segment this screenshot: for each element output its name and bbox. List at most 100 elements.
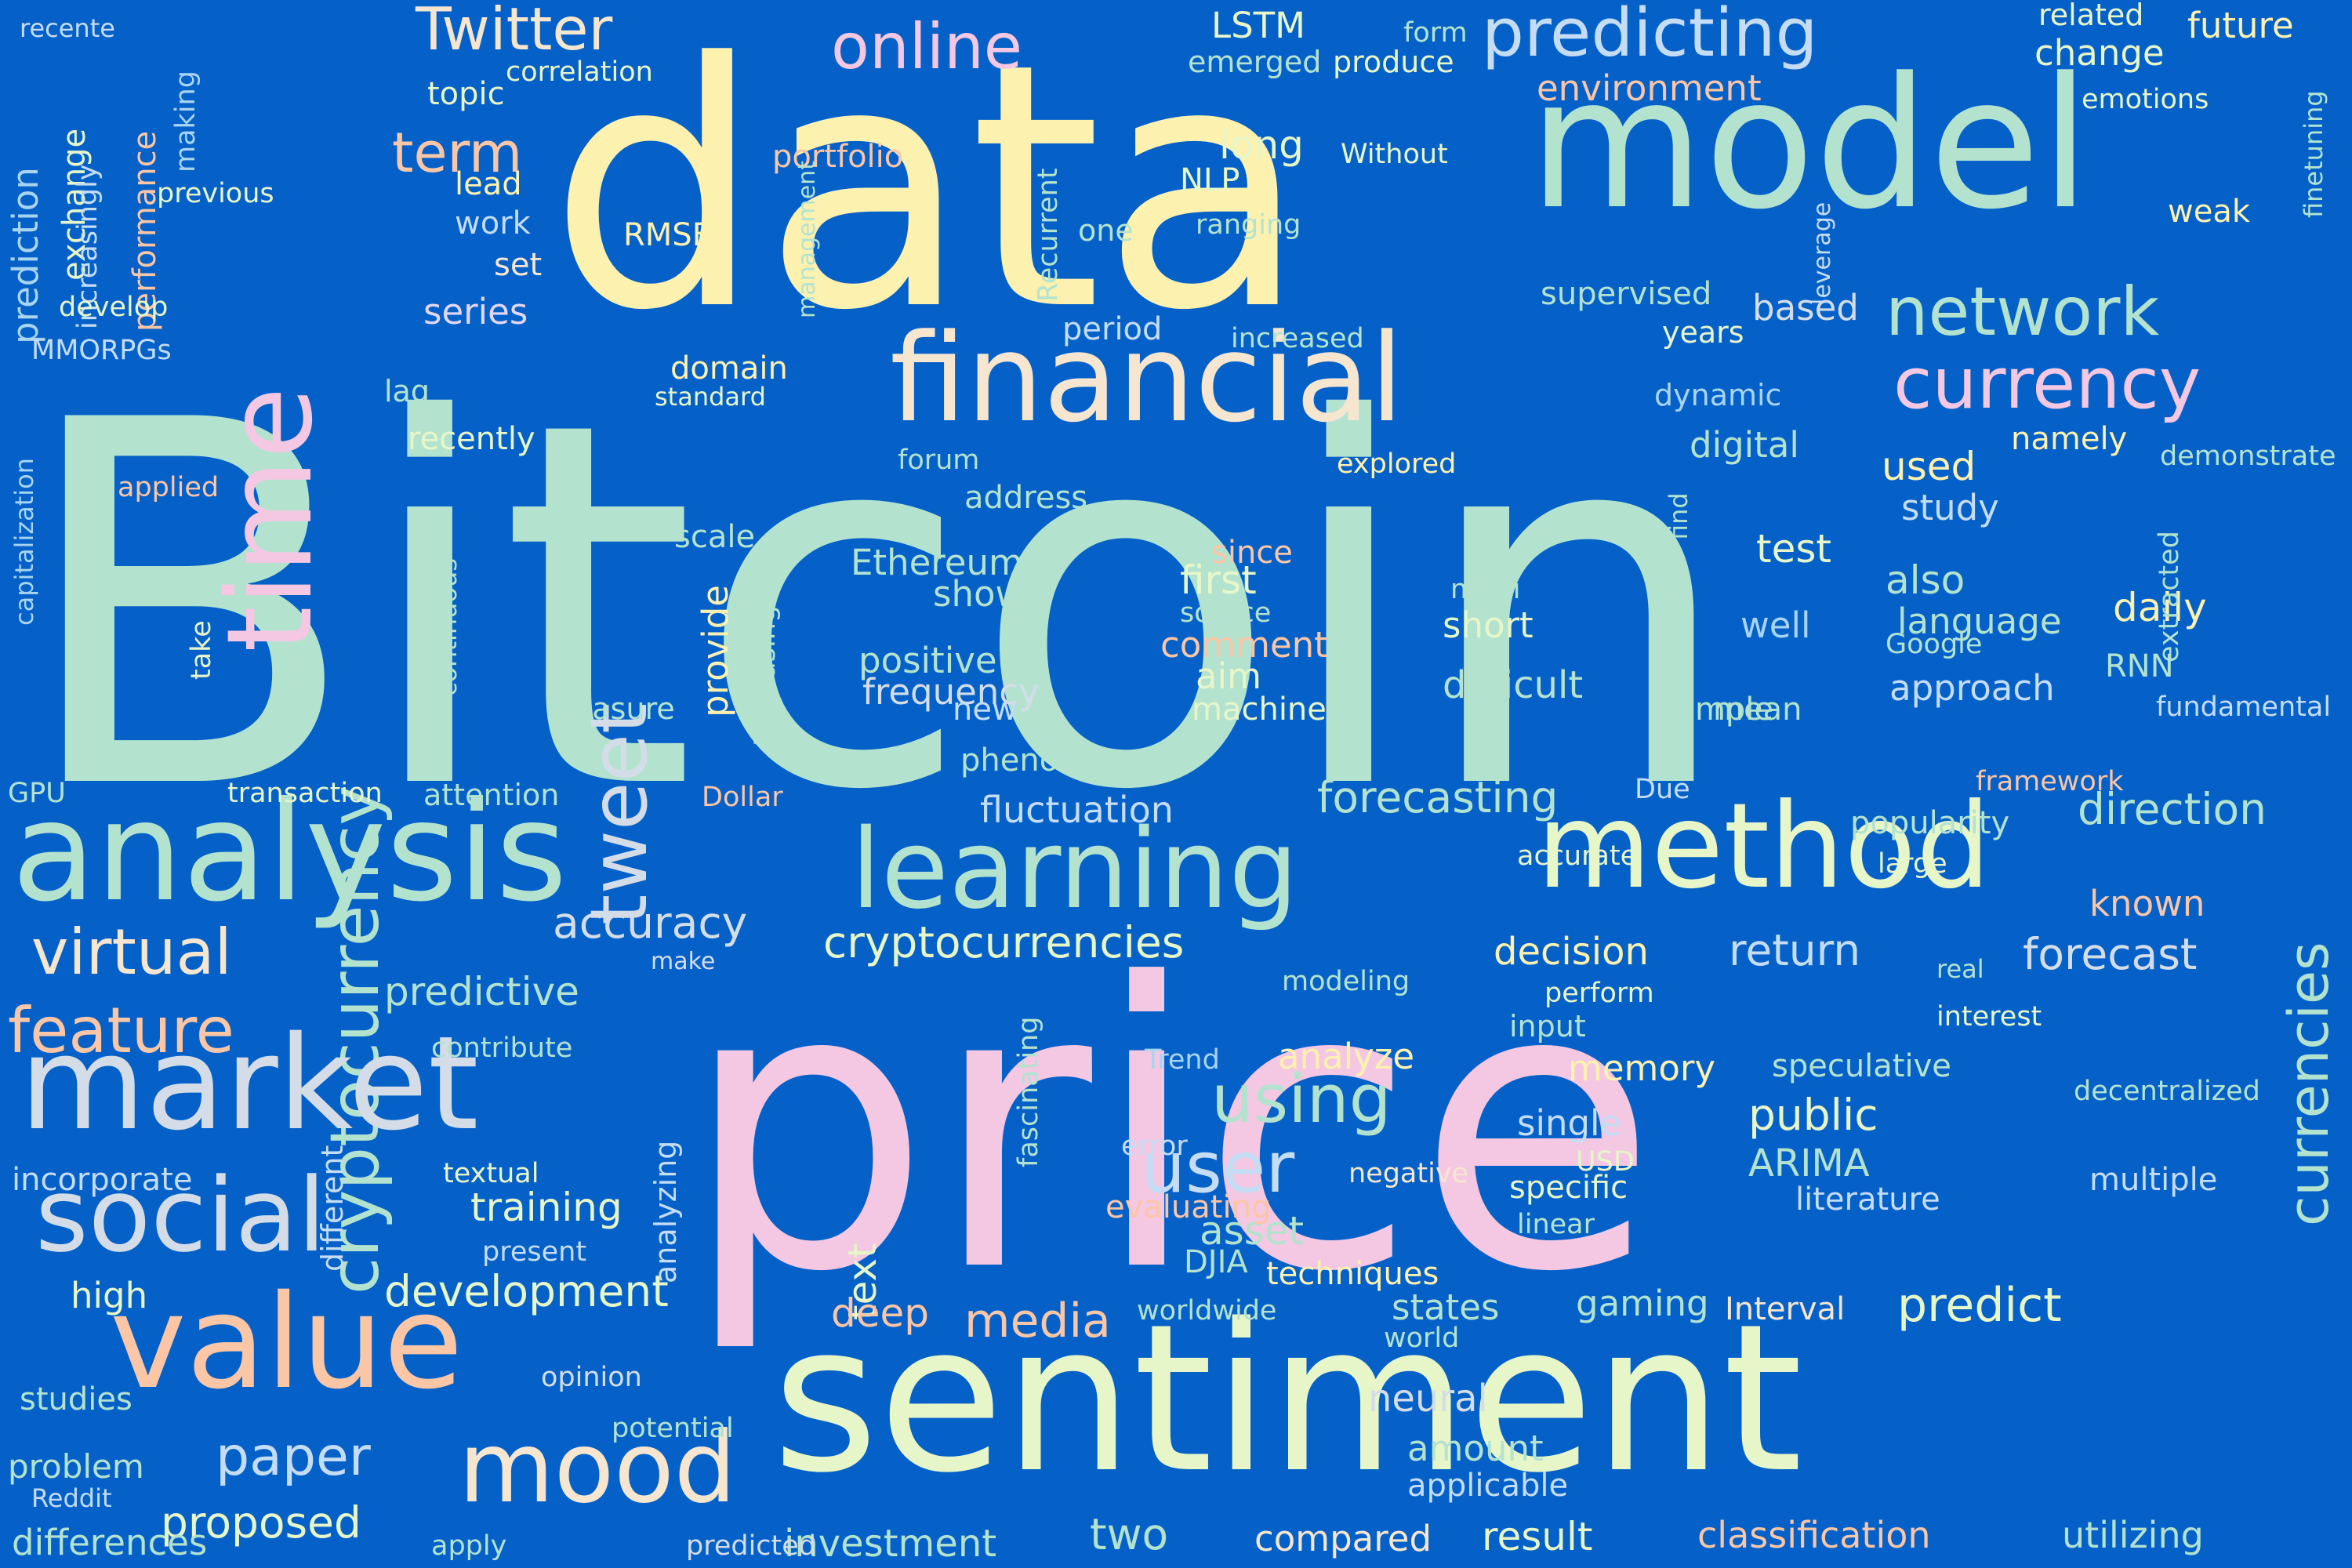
cloud-word: value: [110, 1267, 463, 1417]
cloud-word: decentralized: [2074, 1076, 2260, 1107]
cloud-word: problem: [8, 1447, 144, 1486]
cloud-word: digital: [1690, 424, 1799, 466]
cloud-word: make: [651, 948, 716, 975]
cloud-word: present: [482, 1236, 587, 1268]
cloud-word: market: [20, 1008, 479, 1159]
cloud-word: fascinating: [1013, 1016, 1044, 1167]
cloud-word: change: [2034, 32, 2165, 74]
cloud-word: contribute: [431, 1033, 573, 1064]
cloud-word: compared: [1254, 1518, 1432, 1559]
cloud-word: incorporate: [12, 1162, 193, 1198]
cloud-word: GPU: [8, 778, 66, 809]
cloud-word: Ethereum: [851, 542, 1023, 583]
cloud-word: set: [494, 247, 543, 283]
cloud-word: long: [1219, 122, 1304, 168]
cloud-word: online: [831, 10, 1023, 83]
cloud-word: domain: [670, 350, 788, 387]
cloud-word: address: [964, 480, 1088, 516]
cloud-word: price: [682, 901, 1658, 1357]
cloud-word: input: [1509, 1009, 1586, 1044]
cloud-word: amount: [1407, 1428, 1544, 1469]
cloud-word: recently: [408, 421, 535, 457]
cloud-word: data: [549, 0, 1308, 384]
cloud-word: real: [1936, 954, 1984, 984]
cloud-word: modeling: [1282, 966, 1410, 997]
cloud-word: emotions: [2082, 84, 2209, 115]
cloud-word: new: [953, 691, 1018, 728]
cloud-word: frequency: [862, 671, 1040, 713]
cloud-word: capitalization: [9, 457, 39, 626]
cloud-word: Twitter: [416, 0, 613, 64]
cloud-word: multi: [1450, 574, 1521, 605]
cloud-word: ranging: [1196, 209, 1301, 241]
cloud-word: recente: [20, 13, 115, 43]
cloud-word: analysis: [12, 773, 568, 932]
cloud-word: gaming: [1576, 1283, 1709, 1324]
cloud-word: user: [1141, 1127, 1295, 1209]
cloud-word: portfolio: [772, 139, 904, 175]
cloud-word: well: [1740, 604, 1811, 646]
cloud-word: Interval: [1725, 1291, 1846, 1327]
cloud-word: social: [35, 1156, 326, 1275]
cloud-word: predicted: [686, 1530, 817, 1562]
cloud-word: RMSE: [623, 217, 712, 253]
cloud-word: utilizing: [2062, 1514, 2204, 1556]
cloud-word: test: [1756, 526, 1832, 572]
cloud-word: tweet: [573, 702, 665, 925]
cloud-word: also: [1886, 557, 1965, 603]
cloud-word: memory: [1568, 1047, 1716, 1089]
cloud-word: period: [1062, 311, 1163, 347]
cloud-word: based: [1752, 287, 1859, 328]
cloud-word: speculative: [1772, 1048, 1951, 1084]
cloud-word: correlation: [506, 56, 653, 88]
cloud-word: LSTM: [1211, 5, 1305, 46]
cloud-word: apply: [431, 1530, 507, 1562]
cloud-word: weak: [2168, 194, 2250, 230]
cloud-word: future: [2187, 5, 2294, 46]
cloud-word: high: [71, 1275, 148, 1316]
cloud-word: techniques: [1266, 1256, 1439, 1292]
cloud-word: different: [315, 1145, 350, 1272]
cloud-word: simple: [1670, 691, 1774, 728]
cloud-word: lead: [455, 166, 522, 202]
cloud-word: using: [1211, 1061, 1392, 1138]
cloud-word: mean: [1713, 691, 1802, 728]
cloud-word: error: [1121, 1131, 1188, 1162]
cloud-word: financial: [890, 307, 1404, 449]
cloud-word: deep: [831, 1290, 929, 1336]
cloud-word: method: [1537, 779, 1991, 915]
cloud-word: investment: [784, 1522, 997, 1566]
cloud-word: supervised: [1541, 276, 1712, 312]
cloud-word: increased: [1231, 323, 1364, 354]
cloud-word: first: [1180, 557, 1257, 603]
cloud-word: states: [1392, 1287, 1500, 1328]
cloud-word: Dollar: [702, 782, 783, 813]
cloud-word: standard: [655, 382, 766, 412]
cloud-word: linear: [1517, 1209, 1595, 1240]
cloud-word: language: [1897, 601, 2062, 642]
cloud-word: forecasting: [1317, 772, 1559, 822]
cloud-word: NLP: [1180, 162, 1240, 198]
cloud-word: opinion: [541, 1362, 642, 1393]
cloud-word: single: [1517, 1102, 1622, 1144]
cloud-word: DJIA: [1184, 1244, 1248, 1280]
cloud-word: Due: [1635, 774, 1690, 805]
cloud-word: develop: [59, 292, 169, 323]
cloud-word: training: [470, 1185, 622, 1230]
cloud-word: one: [1078, 213, 1134, 248]
cloud-word: development: [384, 1266, 669, 1316]
cloud-word: series: [423, 291, 528, 332]
cloud-word: potential: [612, 1413, 734, 1444]
cloud-word: analyze: [1278, 1036, 1415, 1077]
cloud-word: phenomenon: [960, 742, 1167, 779]
cloud-word: MMORPGs: [31, 335, 172, 366]
cloud-word: classification: [1697, 1514, 1931, 1556]
cloud-word: differences: [12, 1522, 208, 1563]
cloud-word: asset: [1200, 1208, 1305, 1254]
cloud-word: result: [1482, 1514, 1593, 1559]
cloud-word: virtual: [31, 916, 232, 989]
cloud-word: positive: [858, 640, 997, 681]
cloud-word: predict: [1897, 1278, 2062, 1333]
cloud-word: learning: [851, 806, 1299, 934]
